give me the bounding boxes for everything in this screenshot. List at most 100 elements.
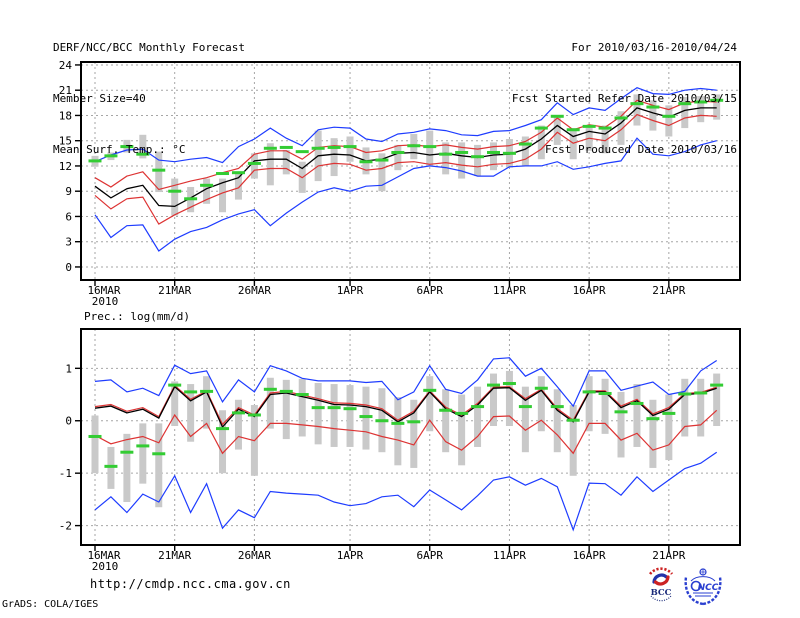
bcc-label: BCC [651, 588, 672, 598]
x-tick-label: 16APR [573, 549, 606, 562]
obs-dash [343, 407, 357, 411]
y-tick-label: 21 [59, 84, 72, 97]
obs-dash [534, 386, 548, 390]
ensemble-min-line [94, 451, 718, 532]
obs-dash [502, 151, 516, 155]
x-tick-label: 21MAR [158, 549, 191, 562]
obs-dash [455, 150, 469, 154]
ensemble-upper-quartile-line [94, 99, 717, 191]
obs-dash [247, 161, 261, 165]
spread-bar [490, 142, 497, 171]
spread-bar [569, 405, 577, 476]
spread-bar [521, 386, 529, 453]
spread-bar [553, 389, 561, 453]
spread-bar [474, 386, 482, 447]
plot-frame [80, 328, 741, 546]
obs-dash [630, 401, 644, 405]
spread-bar [633, 384, 641, 447]
obs-dash [279, 145, 293, 149]
spread-bar [585, 376, 593, 432]
obs-dash [582, 124, 596, 128]
ensemble-lower-quartile-line [94, 113, 717, 225]
spread-bar [171, 381, 179, 426]
ensemble-upper-quartile-line [94, 384, 717, 426]
spread-bar [330, 384, 338, 447]
spread-bar [219, 410, 227, 474]
obs-dash [311, 406, 325, 410]
spread-bar [107, 446, 115, 489]
x-tick-label: 6APR [416, 549, 443, 562]
obs-dash [311, 146, 325, 150]
x-tick-year-label: 2010 [92, 560, 119, 573]
x-tick-label: 21APR [652, 549, 685, 562]
x-tick-label: 21MAR [158, 284, 191, 297]
y-tick-label: 12 [59, 160, 72, 173]
obs-dash [343, 145, 357, 149]
spread-bar [426, 130, 434, 166]
y-tick-label: -2 [59, 520, 72, 533]
spread-bar [601, 125, 609, 154]
spread-bar [537, 125, 545, 160]
spread-bar [490, 373, 497, 426]
spread-bar [298, 378, 306, 437]
spread-bar [697, 378, 705, 437]
spread-bar [426, 376, 434, 432]
spread-bar [474, 144, 482, 177]
obs-dash [407, 144, 421, 148]
header-right: For 2010/03/16-2010/04/24 Fcst Started R… [512, 5, 737, 192]
obs-dash [630, 102, 644, 106]
spread-bar [171, 178, 179, 216]
spread-bar [266, 143, 274, 186]
spread-bar [649, 399, 657, 468]
obs-dash [168, 383, 182, 387]
y-tick-label: 18 [59, 109, 72, 122]
obs-dash [566, 128, 580, 132]
ncc-logo: NCC [684, 568, 722, 606]
spread-bar [346, 136, 354, 162]
x-tick-label: 16MAR [87, 284, 120, 297]
spread-bar [91, 415, 99, 474]
ensemble-lower-quartile-line [94, 409, 718, 455]
obs-dash [263, 387, 277, 391]
obs-dash [295, 150, 309, 154]
spread-bar [665, 394, 673, 461]
obs-dash [487, 383, 500, 387]
spread-bar [617, 391, 625, 458]
obs-dash [184, 197, 198, 201]
spread-bar [330, 138, 338, 177]
obs-dash [231, 171, 245, 175]
x-tick-label: 16APR [573, 284, 606, 297]
obs-dash [710, 98, 724, 102]
x-tick-label: 21APR [652, 284, 685, 297]
obs-dash [614, 410, 628, 414]
obs-dash [359, 160, 373, 164]
obs-dash [694, 391, 708, 395]
obs-dash [694, 100, 708, 104]
spread-bar [665, 105, 673, 137]
obs-dash [582, 390, 596, 394]
spread-bar [250, 153, 258, 179]
obs-dash [88, 159, 102, 163]
spread-bar [155, 151, 163, 193]
obs-dash [375, 419, 389, 423]
bcc-top-arc-text [648, 567, 674, 575]
ensemble-max-line [94, 357, 718, 408]
spread-bar [394, 397, 402, 466]
y-tick-label: 9 [65, 185, 72, 198]
obs-dash [646, 105, 660, 109]
obs-dash [295, 393, 309, 397]
y-tick-label: 24 [59, 59, 73, 72]
obs-dash [120, 450, 134, 454]
observation-dashes [88, 98, 724, 201]
obs-dash [646, 417, 660, 421]
y-tick-label: 0 [65, 261, 72, 274]
obs-dash [104, 464, 118, 468]
spread-bar [139, 423, 147, 484]
obs-dash [678, 102, 692, 106]
obs-dash [391, 150, 405, 154]
grads-credit: GrADS: COLA/IGES [2, 599, 99, 610]
y-tick-label: 0 [65, 415, 72, 428]
